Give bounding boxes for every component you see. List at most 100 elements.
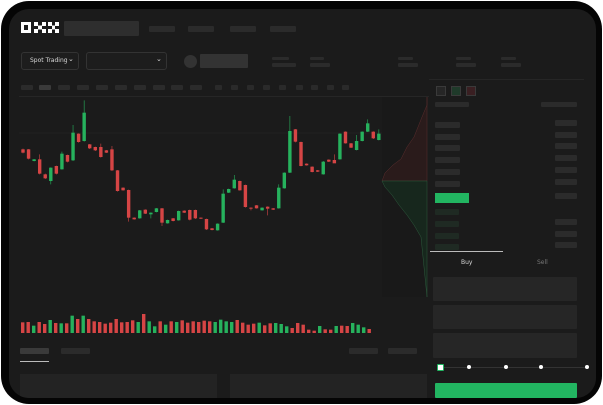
nav-item[interactable] (149, 26, 175, 32)
volume-bar (120, 322, 124, 333)
candle-body (82, 112, 86, 141)
volume-bar (329, 329, 333, 333)
volume-bar (164, 324, 168, 333)
chart-tool-icon[interactable] (263, 85, 270, 90)
bottom-panel (230, 374, 427, 398)
volume-bar (340, 325, 344, 333)
candle-body (149, 212, 153, 215)
orderbook-both-icon[interactable] (436, 86, 446, 96)
slider-track[interactable] (440, 367, 588, 368)
stat-value (501, 63, 521, 67)
nav-item[interactable] (230, 26, 256, 32)
bottom-action[interactable] (388, 348, 417, 354)
chart-tool-icon[interactable] (247, 85, 254, 90)
volume-bar (213, 322, 217, 333)
search-bar[interactable] (64, 21, 139, 36)
volume-bar (153, 326, 157, 333)
candle-body (49, 167, 53, 181)
volume-bar (345, 326, 349, 333)
candle-body (182, 210, 186, 213)
chart-tool-icon[interactable] (311, 85, 318, 90)
candle-body (126, 190, 131, 218)
candle-body (354, 141, 359, 150)
timeframe-button[interactable] (39, 85, 51, 90)
slider-stop[interactable] (539, 365, 543, 369)
chart-tool-icon[interactable] (327, 85, 334, 90)
timeframe-button[interactable] (153, 85, 165, 90)
buy-button[interactable] (435, 383, 577, 398)
depth-bids-area (381, 180, 428, 298)
candle-body (43, 174, 47, 179)
timeframe-button[interactable] (77, 85, 89, 90)
timeframe-button[interactable] (58, 85, 70, 90)
candle-body (193, 210, 198, 219)
slider-handle[interactable] (437, 364, 444, 371)
chart-tool-icon[interactable] (231, 85, 238, 90)
volume-bar (125, 322, 129, 333)
nav-item[interactable] (188, 26, 214, 32)
candle-body (154, 208, 159, 212)
candle-body (165, 220, 170, 224)
timeframe-button[interactable] (134, 85, 146, 90)
timeframe-button[interactable] (171, 85, 183, 90)
tab-order-history[interactable] (61, 348, 90, 354)
pair-dropdown[interactable]: ⌄ (86, 52, 167, 70)
candlestick-chart[interactable] (9, 97, 429, 337)
volume-bar (81, 315, 85, 333)
volume-bar (37, 322, 41, 333)
total-input[interactable] (433, 333, 577, 358)
tab-sell[interactable]: Sell (537, 259, 548, 266)
candle-body (143, 209, 148, 214)
candle-body (238, 181, 242, 191)
volume-bar (263, 325, 267, 333)
price-input[interactable] (433, 277, 577, 301)
volume-bar (98, 322, 102, 333)
slider-stop[interactable] (585, 365, 589, 369)
volume-bar (103, 323, 107, 333)
orderbook-asks-icon[interactable] (466, 86, 476, 96)
tab-open-orders[interactable] (20, 348, 49, 354)
bottom-action[interactable] (349, 348, 378, 354)
last-price (435, 193, 469, 203)
orderbook-bids-icon[interactable] (451, 86, 461, 96)
volume-bar (356, 324, 360, 333)
candle-body (76, 133, 81, 142)
volume-bar (252, 323, 256, 333)
stat-value (272, 63, 296, 67)
chart-tool-icon[interactable] (279, 85, 286, 90)
volume-bar (307, 329, 311, 333)
slider-stop[interactable] (504, 365, 508, 369)
chart-tool-icon[interactable] (296, 85, 303, 90)
timeframe-button[interactable] (190, 85, 202, 90)
volume-bar (92, 321, 96, 333)
candle-body (265, 206, 270, 209)
volume-bar (301, 324, 305, 333)
timeframe-button[interactable] (21, 85, 33, 90)
volume-bar (274, 323, 278, 333)
ask-amount (555, 132, 577, 138)
amount-input[interactable] (433, 305, 577, 329)
volume-bar (175, 322, 179, 333)
chart-tool-icon[interactable] (342, 85, 349, 90)
timeframe-button[interactable] (96, 85, 108, 90)
slider-stop[interactable] (467, 365, 471, 369)
volume-bar (235, 320, 239, 333)
candle-body (366, 123, 370, 132)
candle-body (204, 219, 209, 230)
tab-buy[interactable]: Buy (461, 259, 473, 266)
timeframe-button[interactable] (115, 85, 127, 90)
candle-body (171, 218, 175, 221)
chart-tool-icon[interactable] (215, 85, 222, 90)
market-type-dropdown[interactable]: Spot Trading ⌄ (21, 52, 79, 70)
candle-body (60, 153, 64, 170)
volume-bar (318, 326, 322, 333)
candle-body (243, 185, 248, 207)
bid-price (435, 244, 459, 250)
candle-body (110, 149, 114, 171)
candle-body (227, 189, 231, 193)
volume-bar (279, 324, 283, 333)
nav-item[interactable] (270, 26, 296, 32)
candle-body (271, 208, 275, 210)
volume-bar (312, 330, 316, 333)
candle-body (21, 149, 25, 153)
